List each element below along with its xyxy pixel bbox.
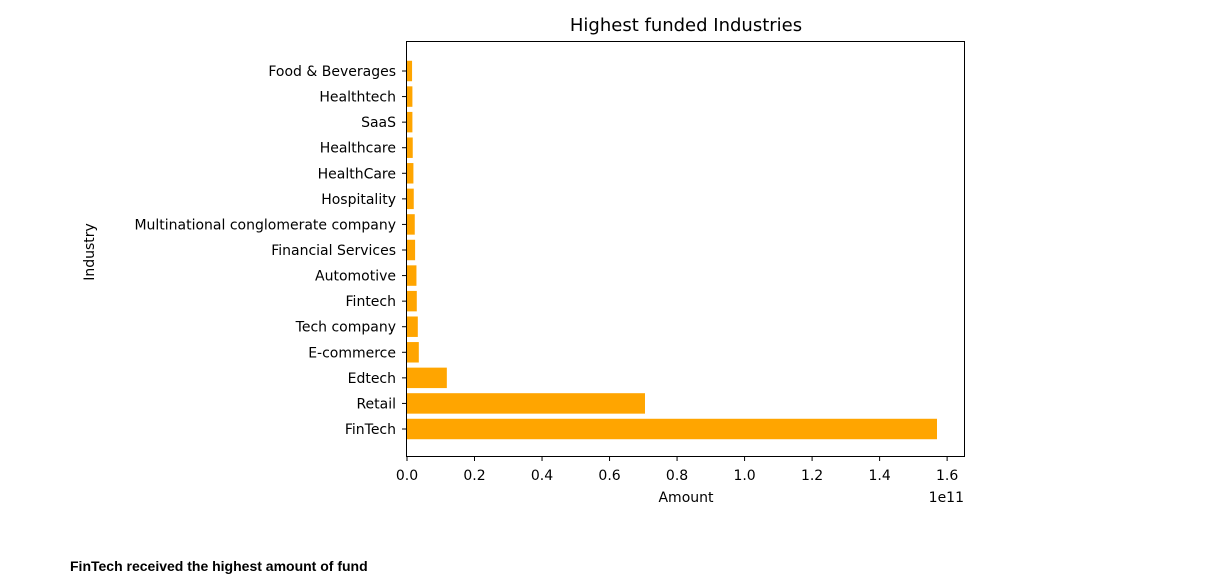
y-tick-label: Food & Beverages: [268, 64, 396, 80]
bar-saas: [407, 111, 413, 133]
y-tick-label: Financial Services: [271, 243, 396, 259]
bar-automotive: [407, 265, 417, 286]
y-axis-ticks: FinTech Retail Edtech E-commerce Tech compan…: [134, 64, 407, 438]
bar-healthtech: [407, 86, 413, 107]
y-axis-label: Industry: [82, 223, 98, 281]
y-tick-label: Healthtech: [319, 90, 396, 106]
bar-multinational-conglomerate-company: [407, 214, 415, 235]
bar-e-commerce: [407, 342, 419, 363]
chart-caption: FinTech received the highest amount of f…: [70, 558, 368, 574]
bar-financial-services: [407, 239, 416, 261]
bar-healthcare: [407, 163, 414, 184]
bar-tech-company: [407, 316, 418, 337]
y-tick-label: SaaS: [361, 115, 396, 131]
y-tick-label: Hospitality: [321, 192, 396, 208]
y-tick-label: Retail: [356, 396, 396, 412]
y-tick-label: Tech company: [295, 320, 396, 336]
bar-hospitality: [407, 188, 414, 210]
y-tick-label: HealthCare: [318, 166, 396, 182]
x-tick-label: 0.2: [463, 468, 485, 484]
x-tick-label: 1.6: [936, 468, 958, 484]
plot-frame: [406, 41, 965, 457]
x-axis-offset-label: 1e11: [929, 490, 964, 506]
bar-food-beverages: [407, 60, 413, 82]
x-axis-label: Amount: [658, 490, 714, 506]
y-tick-label: Edtech: [348, 371, 396, 387]
bars-group: [407, 60, 937, 440]
chart-title: Highest funded Industries: [570, 15, 802, 36]
y-tick-label: Multinational conglomerate company: [134, 217, 396, 233]
bar-fintech: [407, 418, 937, 440]
bar-retail: [407, 393, 645, 414]
x-tick-label: 1.2: [801, 468, 823, 484]
x-tick-label: 0.4: [531, 468, 553, 484]
x-tick-label: 0.6: [598, 468, 620, 484]
bar-edtech: [407, 367, 447, 389]
y-tick-label: Fintech: [346, 294, 396, 310]
y-tick-label: FinTech: [345, 422, 396, 438]
bar-chart: Highest funded Industries FinTech Retail E…: [82, 15, 965, 506]
y-tick-label: Automotive: [315, 269, 396, 285]
bar-fintech: [407, 290, 417, 312]
x-tick-label: 1.4: [868, 468, 890, 484]
x-tick-label: 0.0: [396, 468, 418, 484]
y-tick-label: E-commerce: [308, 345, 396, 361]
bar-healthcare: [407, 137, 413, 158]
x-tick-label: 0.8: [666, 468, 688, 484]
x-axis-ticks: 0.0 0.2 0.4 0.6 0.8 1.0 1.2 1.4 1.6: [396, 456, 958, 484]
x-tick-label: 1.0: [733, 468, 755, 484]
y-tick-label: Healthcare: [320, 141, 396, 157]
